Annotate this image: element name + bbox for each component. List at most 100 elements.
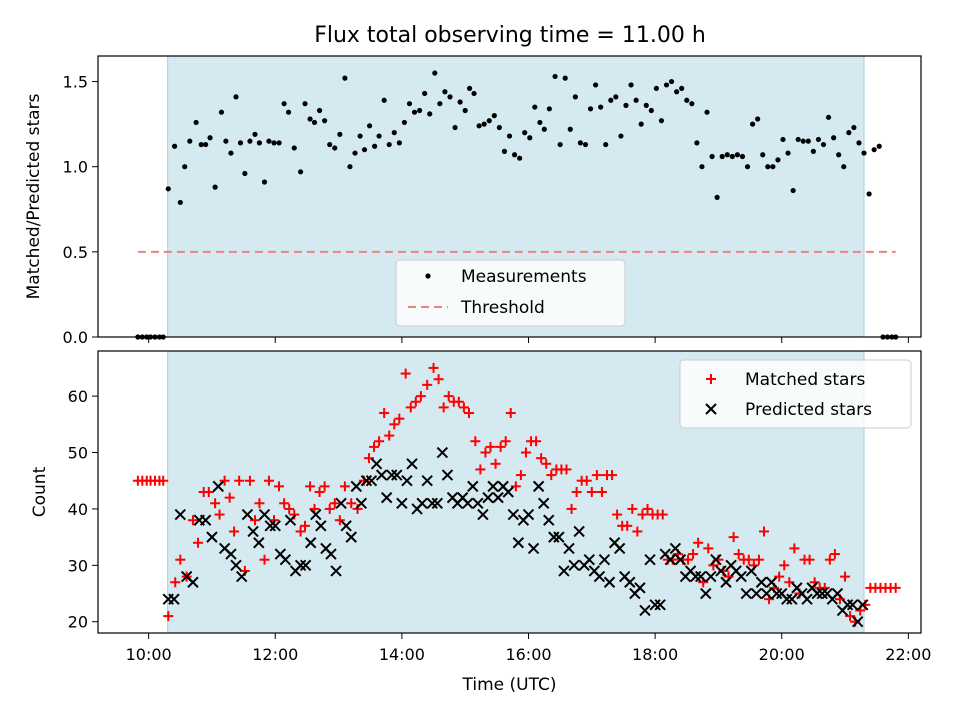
x-stroke-b [174,508,187,521]
measurement-point [311,119,318,126]
x-stroke-b [421,475,433,487]
x-stroke-b [416,497,428,509]
x-stroke-b [583,553,595,566]
matched-star-point [789,543,800,554]
measurement-point [567,126,573,132]
measurement-point [427,111,433,117]
x-stroke-b [598,553,611,566]
matched-star-point [571,487,582,497]
predicted-star-point [720,576,732,588]
matched-star-point [591,470,602,481]
predicted-star-point [168,593,180,605]
x-stroke-b [180,570,193,583]
x-stroke-b [335,497,347,509]
x-stroke-b [568,559,580,572]
x-stroke-b [375,469,388,481]
predicted-star-point [325,548,337,560]
matched-star-point [244,475,255,486]
measurement-point [432,70,438,76]
measurement-point [552,73,558,80]
predicted-star-point [269,520,281,532]
measurement-point [577,140,584,146]
predicted-star-point [299,559,312,572]
predicted-star-point [512,537,525,549]
matched-star-point [289,509,300,520]
x-stroke-b [532,480,545,493]
measurement-point [271,140,277,146]
matched-star-point [324,503,335,514]
bottom-panel: 20 30 40 50 60 10:00 12:00 14:00 16:00 18:00 20:00… [68,350,931,664]
matched-star-point [224,492,235,503]
predicted-star-point [258,508,271,521]
matched-star-point [410,396,421,407]
x-stroke-b [497,480,509,493]
measurement-point [841,164,847,170]
x-stroke-b [345,531,357,543]
matched-star-point [779,560,790,571]
x-stroke-b [543,514,555,526]
measurement-point [800,138,806,144]
measurement-point [361,147,368,153]
top-panel-data [135,70,899,340]
matched-star-point [546,470,557,481]
measurement-point [714,194,720,200]
measurement-point [674,89,680,95]
matched-star-point [804,554,815,565]
x-stroke-b [391,469,403,481]
measurement-point [638,121,644,127]
x-stroke-b [841,599,854,611]
predicted-star-point [553,531,565,543]
predicted-star-point [370,458,383,470]
x-stroke-b [669,542,682,555]
predicted-star-point [740,587,752,600]
matched-star-point [890,582,901,593]
matched-star-point [463,408,474,419]
measurement-point [750,121,756,127]
predicted-star-point [187,576,199,588]
measurement-point [302,101,308,107]
x-stroke-b [710,553,722,566]
matched-star-point [352,503,363,514]
x-stroke-b [674,553,687,566]
measurement-point [739,153,746,160]
matched-star-point [581,475,592,486]
matched-star-point [622,520,633,531]
matched-star-point [400,368,411,379]
predicted-star-point [624,576,636,588]
x-stroke-b [212,480,224,493]
measurement-point [437,101,443,107]
matched-star-point [728,532,739,543]
x-stroke-b [649,599,661,611]
matched-star-point [346,498,357,509]
x-stroke-b [258,508,271,521]
measurement-point [699,164,705,170]
measurement-point [684,97,690,103]
predicted-star-point [199,514,212,526]
measurement-point [562,75,568,81]
predicted-star-point [294,559,307,572]
matched-star-point [480,447,491,458]
predicted-star-point [416,497,428,509]
matched-star-point [632,526,643,537]
legend-measurements-marker [425,273,431,279]
matched-star-point [305,481,316,492]
matched-star-point [475,464,486,475]
x-stroke-b [279,553,292,566]
matched-star-point [485,441,496,452]
measurement-point [218,109,225,115]
matched-star-point [536,453,547,464]
chart-title: Flux total observing time = 11.00 h [314,23,706,48]
measurement-point [587,106,594,112]
legend-threshold-label: Threshold [460,298,545,318]
matched-star-point [495,441,506,452]
legend-predicted-marker [705,403,717,415]
x-tick-label: 20:00 [759,645,805,664]
measurement-point [501,148,508,154]
measurement-point [724,152,730,158]
matched-star-point [300,520,311,531]
x-stroke-b [821,587,834,600]
predicted-star-point [212,480,224,493]
predicted-star-point [851,616,864,628]
x-stroke-b [436,446,449,459]
predicted-star-point [710,553,722,566]
